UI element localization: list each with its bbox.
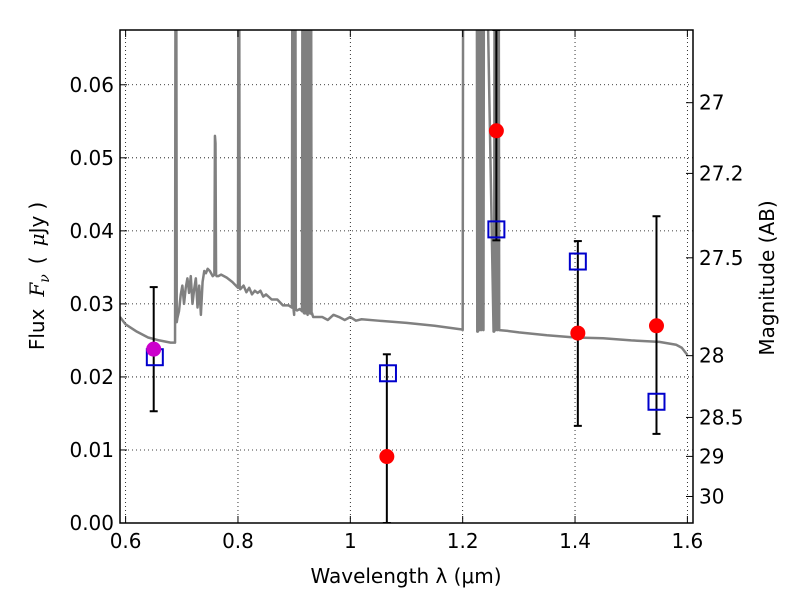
y2-tick-label: 27.5 [699,246,744,270]
x-tick-label: 1.6 [671,529,703,553]
model-point [568,252,587,271]
y-tick-label: 0.05 [69,146,114,170]
model-sed-group [120,30,689,356]
x-tick-label: 0.6 [110,529,142,553]
x-tick-label: 1.4 [559,529,591,553]
plot-frame [119,29,694,524]
model-point [487,220,506,239]
y-tick-label: 0.02 [69,365,114,389]
y2-axis: 27 27.2 27.5 28 28.5 29 30 [686,91,744,508]
observed-point [488,123,504,139]
y2-tick-label: 27 [699,91,724,115]
y2-tick-label: 27.2 [699,161,744,185]
y-axis: 0.00 0.01 0.02 0.03 0.04 0.05 0.06 [69,73,127,535]
y-tick-label: 0.06 [69,73,114,97]
y2-tick-label: 28 [699,344,724,368]
observed-point [570,325,586,341]
y-tick-label: 0.00 [69,511,114,535]
plot-background [120,30,693,523]
y-tick-label: 0.01 [69,438,114,462]
observed-photometry-group [146,123,664,465]
y2-tick-label: 29 [699,444,724,468]
observed-point [379,449,395,465]
observed-point [146,341,162,357]
model-photometry-group [145,220,666,411]
model-point [378,364,397,383]
x-tick-label: 0.8 [222,529,254,553]
x-tick-label: 1.2 [447,529,479,553]
model-point [647,392,666,411]
x-tick-label: 1 [344,529,357,553]
y-tick-label: 0.03 [69,292,114,316]
y2-tick-label: 28.5 [699,405,744,429]
observed-point [648,318,664,334]
x-axis-title: Wavelength λ (μm) [310,564,501,588]
y2-axis-title: Magnitude (AB) [755,200,779,355]
y-axis-title: FluxFν(μJy) [25,202,53,350]
x-axis: 0.6 0.8 1 1.2 1.4 1.6 [110,30,703,553]
sed-line [120,30,689,356]
y-tick-label: 0.04 [69,219,114,243]
y2-tick-label: 30 [699,484,724,508]
